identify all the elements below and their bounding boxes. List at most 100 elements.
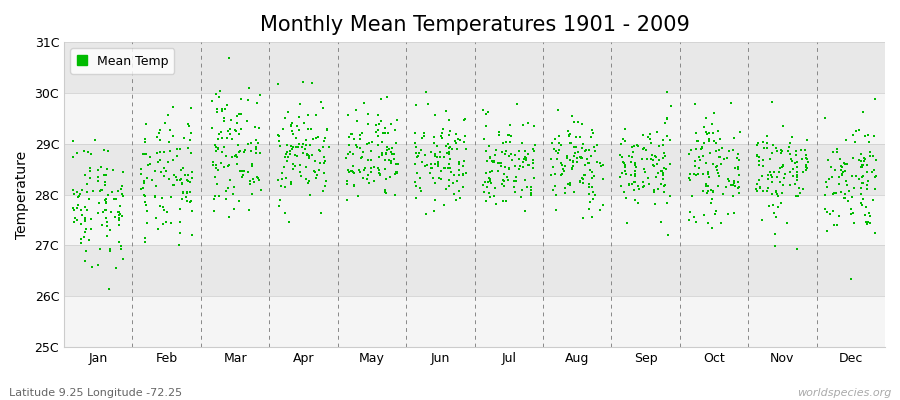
Point — [217, 163, 231, 170]
Point — [582, 191, 597, 197]
Point — [698, 160, 713, 166]
Point — [731, 166, 745, 172]
Point — [501, 132, 516, 138]
Point — [94, 187, 109, 194]
Point — [298, 146, 312, 152]
Point — [838, 167, 852, 174]
Point — [220, 188, 234, 194]
Point — [861, 210, 876, 216]
Point — [783, 156, 797, 162]
Point — [317, 138, 331, 144]
Text: Latitude 9.25 Longitude -72.25: Latitude 9.25 Longitude -72.25 — [9, 388, 182, 398]
Point — [755, 172, 770, 179]
Point — [360, 140, 374, 147]
Point — [710, 170, 724, 176]
Point — [706, 188, 721, 194]
Point — [824, 173, 839, 180]
Point — [587, 173, 601, 179]
Point — [433, 154, 447, 160]
Point — [72, 192, 86, 199]
Point — [114, 246, 129, 252]
Point — [790, 177, 805, 183]
Point — [274, 170, 289, 176]
Point — [830, 222, 844, 228]
Point — [716, 156, 731, 162]
Point — [340, 150, 355, 157]
Point — [508, 163, 522, 169]
Point — [279, 175, 293, 182]
Point — [209, 90, 223, 97]
Point — [71, 193, 86, 200]
Point — [240, 169, 255, 176]
Point — [271, 132, 285, 138]
Point — [411, 153, 426, 159]
Point — [271, 177, 285, 184]
Point — [288, 152, 302, 158]
Point — [346, 130, 360, 137]
Point — [774, 189, 788, 196]
Point — [657, 165, 671, 172]
Point — [508, 189, 522, 196]
Point — [175, 180, 189, 186]
Point — [434, 132, 448, 139]
Point — [830, 145, 844, 152]
Point — [854, 184, 868, 191]
Point — [292, 141, 306, 147]
Point — [180, 198, 194, 204]
Point — [280, 157, 294, 164]
Point — [562, 130, 577, 137]
Point — [697, 123, 711, 130]
Point — [570, 154, 584, 161]
Point — [353, 144, 367, 151]
Point — [527, 123, 542, 129]
Point — [561, 128, 575, 134]
Point — [563, 139, 578, 146]
Point — [302, 155, 316, 162]
Point — [449, 178, 464, 184]
Point — [524, 190, 538, 196]
Point — [659, 165, 673, 172]
Point — [443, 128, 457, 134]
Point — [614, 183, 628, 189]
Point — [152, 130, 166, 136]
Point — [301, 126, 315, 133]
Point — [284, 142, 299, 149]
Point — [726, 178, 741, 184]
Point — [578, 161, 592, 168]
Point — [835, 171, 850, 177]
Point — [78, 204, 93, 210]
Point — [580, 160, 595, 166]
Point — [722, 178, 736, 184]
Point — [696, 188, 710, 194]
Point — [378, 166, 392, 172]
Point — [574, 154, 589, 161]
Point — [103, 248, 117, 254]
Point — [578, 147, 592, 154]
Point — [865, 169, 879, 176]
Point — [428, 197, 442, 203]
Point — [650, 161, 664, 167]
Point — [159, 219, 174, 226]
Point — [557, 163, 572, 170]
Point — [292, 114, 307, 120]
Point — [793, 190, 807, 196]
Point — [516, 122, 530, 128]
Point — [356, 149, 371, 156]
Point — [208, 193, 222, 200]
Point — [702, 130, 716, 136]
Point — [627, 179, 642, 186]
Point — [176, 181, 190, 188]
Point — [138, 139, 152, 145]
Point — [750, 142, 764, 148]
Point — [698, 183, 713, 189]
Point — [657, 182, 671, 188]
Point — [272, 133, 286, 139]
Point — [574, 145, 589, 152]
Point — [410, 150, 424, 156]
Point — [688, 158, 702, 164]
Point — [832, 181, 847, 187]
Point — [688, 145, 703, 152]
Point — [314, 98, 328, 105]
Point — [819, 179, 833, 186]
Point — [414, 135, 428, 142]
